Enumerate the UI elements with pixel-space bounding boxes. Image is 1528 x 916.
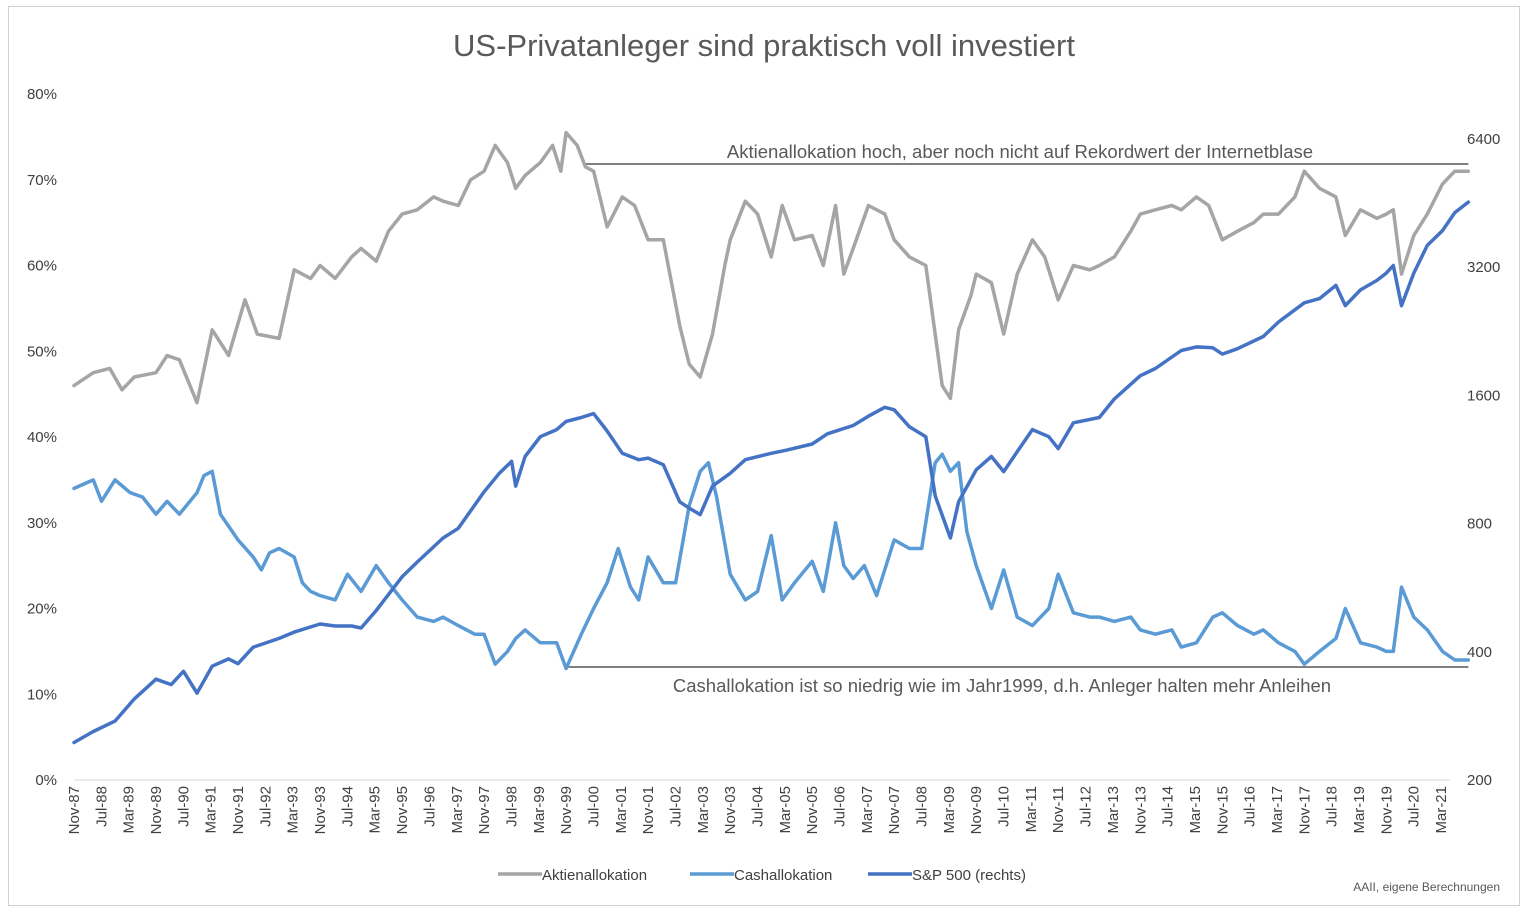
x-tick-label: Nov-09: [968, 786, 985, 834]
y-left-tick-label: 30%: [27, 515, 57, 532]
x-tick-label: Nov-05: [804, 786, 821, 834]
x-tick-label: Mar-07: [859, 786, 876, 834]
x-tick-label: Jul-92: [257, 786, 274, 827]
series-line-cash: [72, 452, 1471, 671]
x-tick-label: Nov-87: [66, 786, 83, 834]
x-tick-label: Mar-99: [531, 786, 548, 834]
x-tick-label: Mar-97: [449, 786, 466, 834]
x-tick-label: Nov-01: [640, 786, 657, 834]
y-left-tick-label: 20%: [27, 601, 57, 618]
x-tick-label: Mar-19: [1351, 786, 1368, 834]
y-left-tick-label: 60%: [27, 258, 57, 275]
x-tick-label: Nov-17: [1296, 786, 1313, 834]
x-tick-label: Mar-95: [367, 786, 384, 834]
legend-label: S&P 500 (rechts): [912, 867, 1026, 884]
x-tick-label: Jul-00: [585, 786, 602, 827]
x-tick-label: Mar-09: [941, 786, 958, 834]
x-tick-label: Nov-03: [722, 786, 739, 834]
series-line-sp500: [72, 200, 1471, 745]
x-tick-label: Jul-10: [996, 786, 1013, 827]
y-right-tick-label: 400: [1467, 644, 1492, 661]
x-tick-label: Nov-13: [1132, 786, 1149, 834]
x-tick-label: Mar-17: [1269, 786, 1286, 834]
x-tick-label: Mar-13: [1105, 786, 1122, 834]
y-left-tick-label: 10%: [27, 686, 57, 703]
legend-label: Aktienallokation: [542, 867, 647, 884]
x-tick-label: Mar-21: [1433, 786, 1450, 834]
x-tick-label: Mar-89: [121, 786, 138, 834]
x-tick-label: Jul-88: [93, 786, 110, 827]
chart-title: US-Privatanleger sind praktisch voll inv…: [453, 28, 1075, 63]
x-tick-label: Mar-91: [203, 786, 220, 834]
y-left-tick-label: 40%: [27, 429, 57, 446]
x-tick-label: Jul-98: [503, 786, 520, 827]
x-tick-label: Jul-94: [339, 786, 356, 827]
y-right-tick-label: 800: [1467, 516, 1492, 533]
y-right-tick-label: 3200: [1467, 259, 1500, 276]
x-tick-label: Jul-02: [667, 786, 684, 827]
x-tick-label: Nov-99: [558, 786, 575, 834]
x-tick-label: Nov-89: [148, 786, 165, 834]
y-left-tick-label: 50%: [27, 343, 57, 360]
x-tick-label: Nov-93: [312, 786, 329, 834]
x-tick-label: Nov-19: [1378, 786, 1395, 834]
y-right-tick-label: 200: [1467, 772, 1492, 789]
y-right-tick-label: 1600: [1467, 387, 1500, 404]
annotation-bottom-text: Cashallokation ist so niedrig wie im Jah…: [673, 675, 1331, 696]
y-left-tick-label: 70%: [27, 172, 57, 189]
source-note: AAII, eigene Berechnungen: [1353, 880, 1500, 894]
x-tick-label: Nov-15: [1214, 786, 1231, 834]
x-tick-label: Nov-95: [394, 786, 411, 834]
x-tick-label: Jul-06: [832, 786, 849, 827]
x-tick-label: Nov-11: [1050, 786, 1067, 833]
x-tick-label: Mar-93: [285, 786, 302, 834]
y-left-tick-label: 0%: [35, 772, 57, 789]
x-tick-label: Mar-15: [1187, 786, 1204, 834]
x-tick-label: Jul-12: [1078, 786, 1095, 827]
y-left-tick-label: 80%: [27, 86, 57, 103]
x-tick-label: Jul-04: [750, 786, 767, 827]
x-tick-label: Jul-96: [421, 786, 438, 827]
x-tick-label: Mar-11: [1023, 786, 1040, 832]
x-tick-label: Jul-14: [1160, 786, 1177, 827]
legend-label: Cashallokation: [734, 867, 832, 884]
x-tick-label: Jul-90: [175, 786, 192, 827]
x-tick-label: Mar-03: [695, 786, 712, 834]
annotation-top-text: Aktienallokation hoch, aber noch nicht a…: [727, 141, 1313, 162]
x-tick-label: Jul-16: [1242, 786, 1259, 827]
x-tick-label: Mar-01: [613, 786, 630, 834]
x-tick-label: Nov-07: [886, 786, 903, 834]
x-tick-label: Jul-20: [1406, 786, 1423, 827]
x-tick-label: Jul-18: [1324, 786, 1341, 827]
x-tick-label: Mar-05: [777, 786, 794, 834]
x-tick-label: Nov-97: [476, 786, 493, 834]
x-tick-label: Jul-08: [914, 786, 931, 827]
series-line-aktien: [72, 130, 1471, 405]
y-right-tick-label: 6400: [1467, 131, 1500, 148]
x-tick-label: Nov-91: [230, 786, 247, 834]
